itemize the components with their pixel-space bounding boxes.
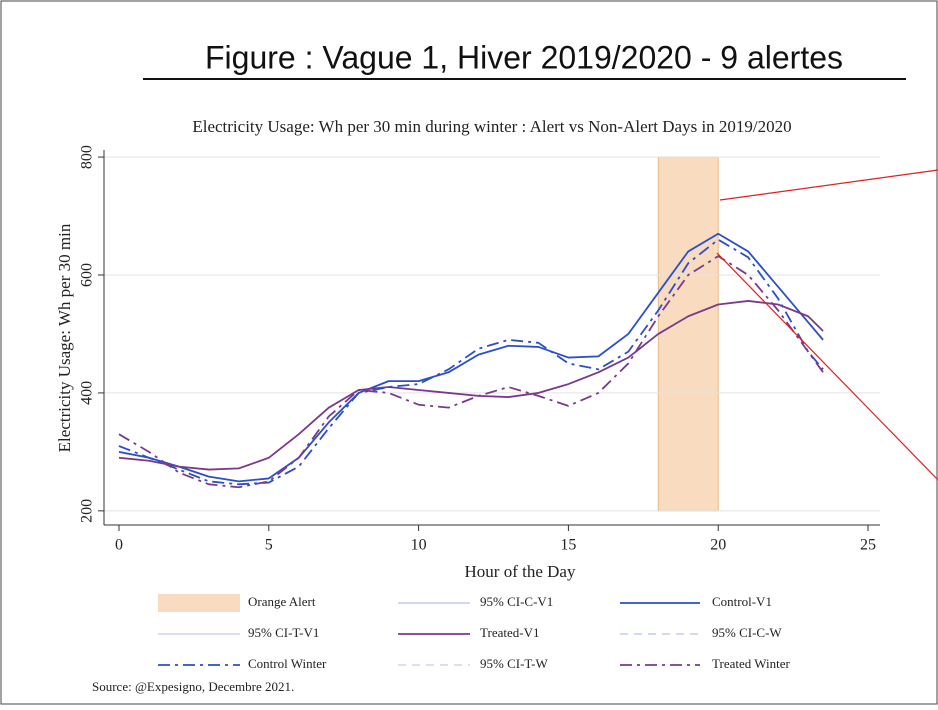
x-tick-label: 5 — [265, 537, 273, 554]
x-tick-label: 0 — [115, 537, 123, 554]
x-tick-label: 15 — [560, 537, 576, 554]
alert-band — [657, 156, 719, 512]
y-tick-label: 600 — [79, 263, 96, 287]
slide-title: Figure : Vague 1, Hiver 2019/2020 - 9 al… — [205, 39, 843, 75]
y-tick-label: 400 — [79, 381, 96, 405]
legend-label: 95% CI-T-W — [480, 656, 548, 671]
y-tick-label: 200 — [79, 499, 96, 523]
plot: 200 400 600 800 0 5 10 15 20 25 — [79, 145, 880, 554]
legend-swatch — [158, 594, 240, 612]
x-tick-label: 20 — [710, 537, 726, 554]
legend: Orange Alert 95% CI-C-V1 Control-V1 95% CI-… — [158, 594, 790, 671]
legend-label: Control Winter — [248, 656, 327, 671]
y-tick-label: 800 — [79, 145, 96, 169]
legend-label: Treated-V1 — [480, 625, 539, 640]
series-line — [118, 238, 824, 486]
annotation-arrow — [719, 169, 938, 201]
series-line — [118, 232, 824, 483]
y-axis-label: Electricity Usage: Wh per 30 min — [55, 223, 74, 452]
chart-title: Electricity Usage: Wh per 30 min during … — [192, 117, 791, 136]
x-axis-label: Hour of the Day — [465, 562, 576, 581]
x-tick-label: 10 — [411, 537, 427, 554]
source-note: Source: @Expesigno, Decembre 2021. — [92, 679, 294, 694]
legend-label: Treated Winter — [712, 656, 790, 671]
legend-label: 95% CI-C-W — [712, 625, 782, 640]
legend-label: Orange Alert — [248, 594, 316, 609]
x-tick-label: 25 — [860, 537, 876, 554]
legend-label: 95% CI-C-V1 — [480, 594, 553, 609]
series-line — [118, 255, 824, 489]
legend-label: Control-V1 — [712, 594, 772, 609]
annotation-arrow — [716, 252, 938, 481]
legend-label: 95% CI-T-V1 — [248, 625, 319, 640]
